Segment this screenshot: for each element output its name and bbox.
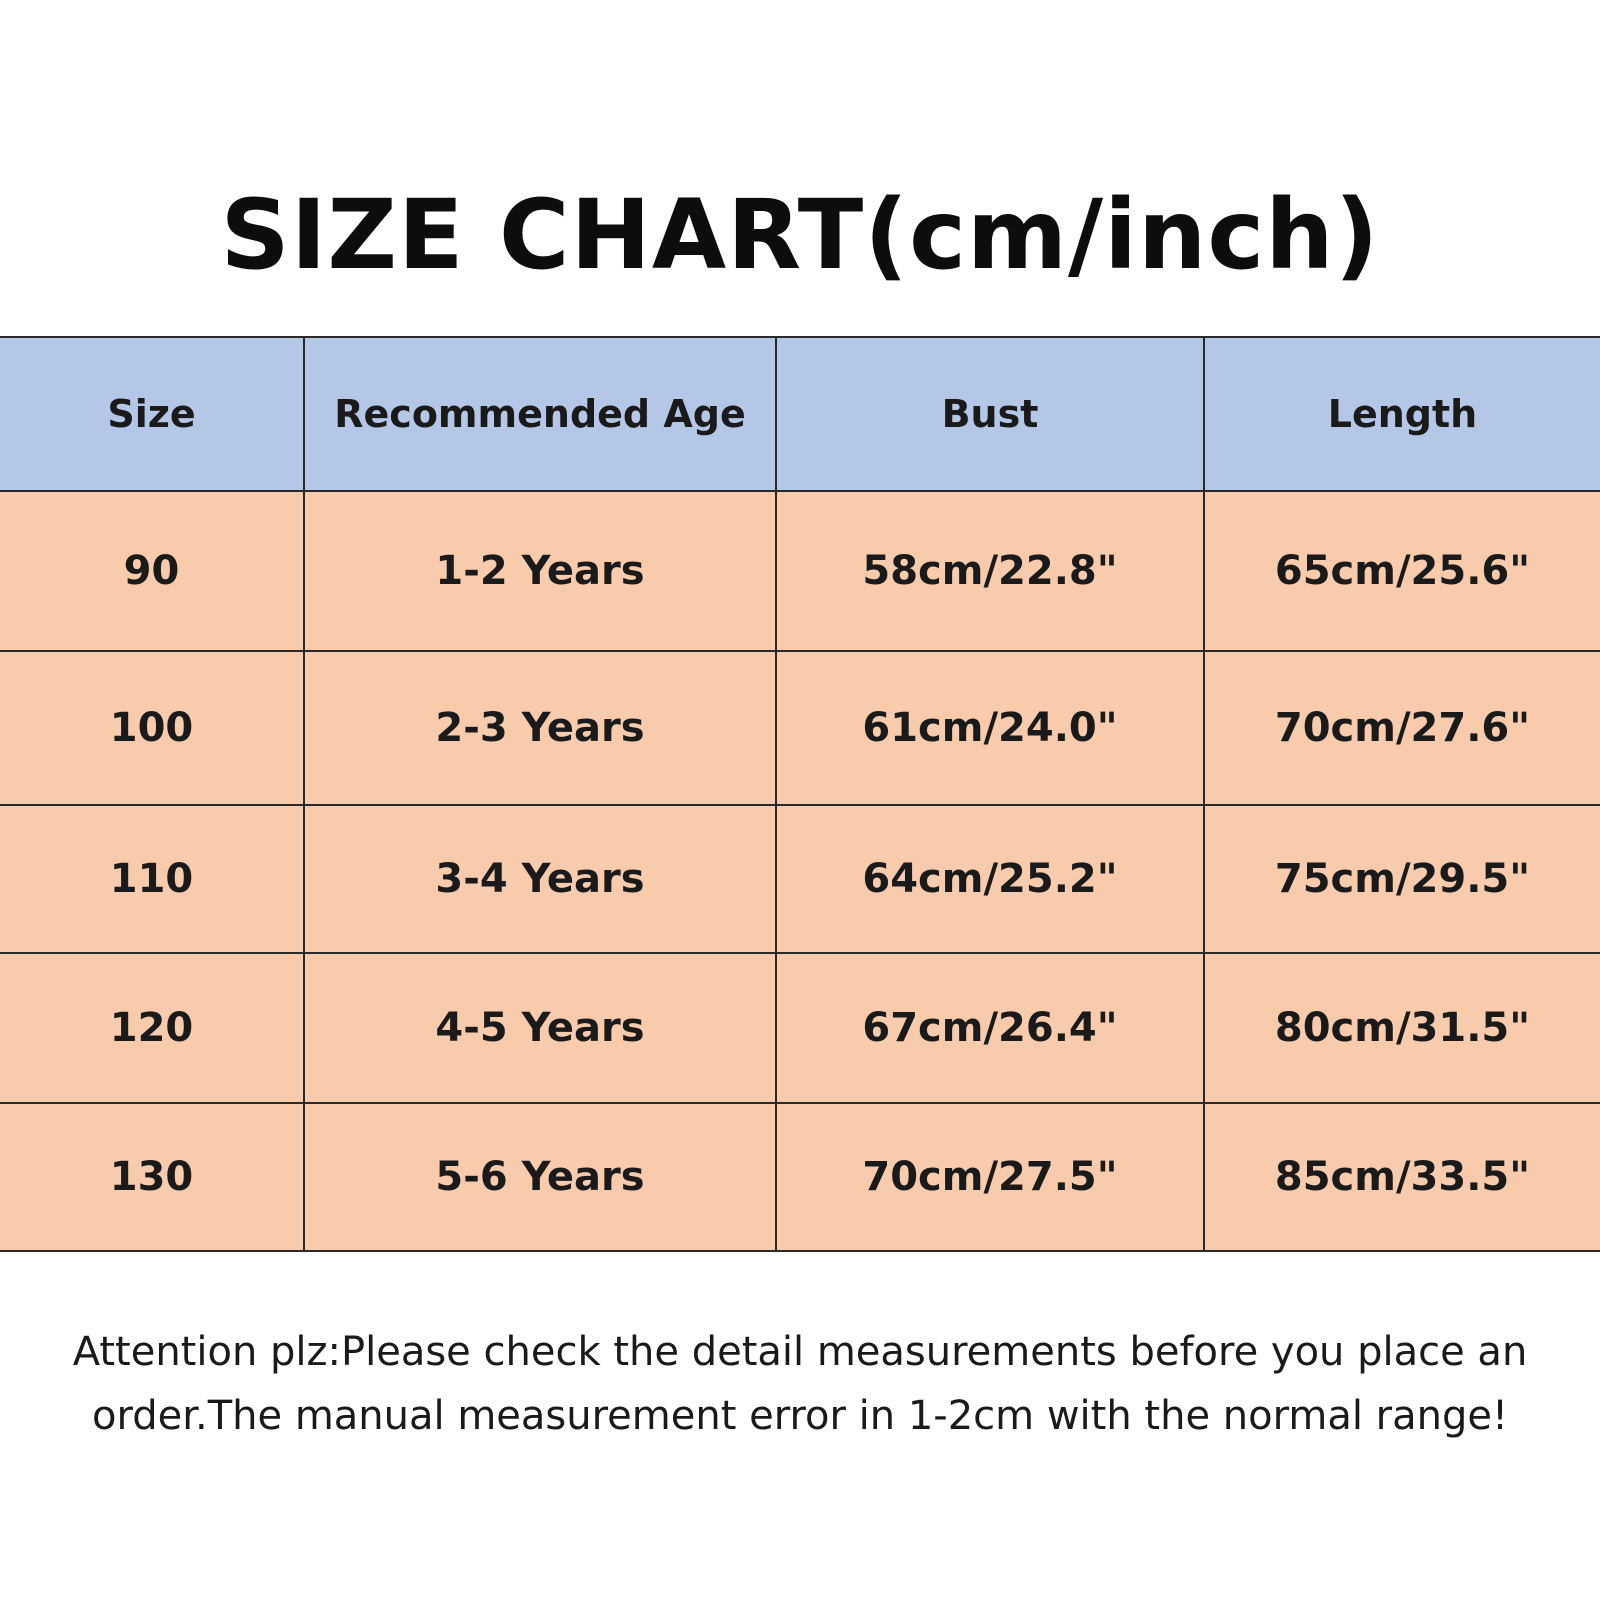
table-header-row: Size Recommended Age Bust Length bbox=[0, 336, 1600, 492]
cell-size: 130 bbox=[0, 1102, 305, 1252]
table-row: 110 3-4 Years 64cm/25.2" 75cm/29.5" bbox=[0, 804, 1600, 954]
cell-length: 75cm/29.5" bbox=[1203, 804, 1600, 954]
cell-bust: 67cm/26.4" bbox=[775, 952, 1205, 1104]
cell-length: 85cm/33.5" bbox=[1203, 1102, 1600, 1252]
cell-age: 1-2 Years bbox=[303, 490, 777, 652]
header-recommended-age: Recommended Age bbox=[303, 336, 777, 492]
cell-age: 3-4 Years bbox=[303, 804, 777, 954]
cell-size: 110 bbox=[0, 804, 305, 954]
cell-age: 2-3 Years bbox=[303, 650, 777, 806]
cell-age: 5-6 Years bbox=[303, 1102, 777, 1252]
cell-bust: 58cm/22.8" bbox=[775, 490, 1205, 652]
table-row: 120 4-5 Years 67cm/26.4" 80cm/31.5" bbox=[0, 952, 1600, 1104]
attention-note: Attention plz:Please check the detail me… bbox=[72, 1329, 1528, 1439]
cell-size: 90 bbox=[0, 490, 305, 652]
cell-size: 100 bbox=[0, 650, 305, 806]
size-chart-table: Size Recommended Age Bust Length 90 1-2 … bbox=[0, 336, 1600, 1252]
page-title: SIZE CHART(cm/inch) bbox=[220, 179, 1380, 291]
header-size: Size bbox=[0, 336, 305, 492]
cell-age: 4-5 Years bbox=[303, 952, 777, 1104]
table-row: 130 5-6 Years 70cm/27.5" 85cm/33.5" bbox=[0, 1102, 1600, 1252]
cell-length: 80cm/31.5" bbox=[1203, 952, 1600, 1104]
table-row: 100 2-3 Years 61cm/24.0" 70cm/27.6" bbox=[0, 650, 1600, 806]
cell-bust: 64cm/25.2" bbox=[775, 804, 1205, 954]
cell-length: 70cm/27.6" bbox=[1203, 650, 1600, 806]
cell-length: 65cm/25.6" bbox=[1203, 490, 1600, 652]
cell-bust: 70cm/27.5" bbox=[775, 1102, 1205, 1252]
header-bust: Bust bbox=[775, 336, 1205, 492]
cell-size: 120 bbox=[0, 952, 305, 1104]
header-length: Length bbox=[1203, 336, 1600, 492]
table-row: 90 1-2 Years 58cm/22.8" 65cm/25.6" bbox=[0, 490, 1600, 652]
cell-bust: 61cm/24.0" bbox=[775, 650, 1205, 806]
